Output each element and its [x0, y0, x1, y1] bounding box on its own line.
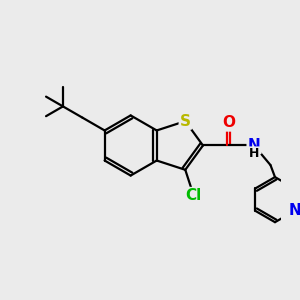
Text: S: S	[180, 114, 191, 129]
Text: O: O	[222, 116, 235, 130]
Text: N: N	[248, 138, 260, 153]
Text: N: N	[288, 203, 300, 218]
Text: Cl: Cl	[185, 188, 202, 203]
Text: H: H	[249, 147, 259, 161]
